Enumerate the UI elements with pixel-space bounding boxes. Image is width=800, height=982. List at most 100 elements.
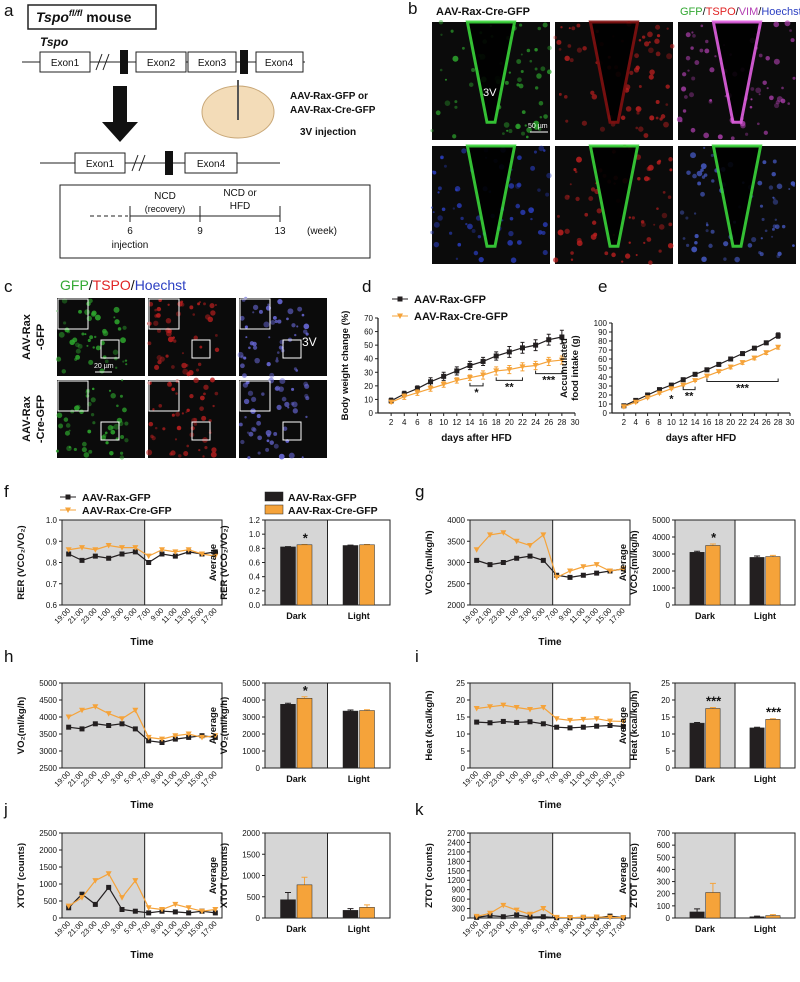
cell [197,362,202,367]
marker [453,377,460,384]
marker [704,367,710,373]
exon-label: Exon3 [198,58,227,69]
row-label: AAV-Rax [21,395,33,442]
marker [620,566,627,572]
cell [768,185,774,190]
cell [518,83,524,89]
cell [251,396,257,402]
marker [775,333,781,339]
dark-phase [265,683,328,768]
cell [203,384,209,390]
y-tick-label: 1200 [447,876,465,885]
cell [266,361,271,367]
series-line [68,873,216,912]
micrograph [57,380,145,458]
marker [727,364,734,371]
cell [437,191,440,194]
x-tick-label: 16 [702,418,711,427]
cell [83,452,90,458]
cell [211,447,217,453]
cell [79,409,84,415]
cell [700,168,704,172]
cell [261,392,265,396]
cell [193,417,198,422]
error-bar [301,696,308,699]
cell [204,446,208,450]
y-axis-label: Accumulated [559,338,570,398]
dark-phase [62,683,145,768]
ventricle [711,144,763,248]
cell [537,26,541,31]
cell [761,217,765,221]
error-bar [347,908,354,911]
cell [625,106,632,112]
cell [435,110,441,116]
cell [666,53,673,60]
cell [432,170,437,175]
cell [438,19,444,25]
marker [185,731,192,737]
y-tick-label: 2500 [447,580,465,589]
cell [691,246,698,253]
y-tick-label: 600 [452,895,466,904]
cell [690,127,696,133]
bar [359,907,375,919]
cell [538,145,545,152]
cell [88,449,93,454]
marker [480,358,486,364]
cell [125,363,128,366]
panel-label: c [4,277,13,296]
cell [631,216,635,220]
x-tick-label: Dark [695,924,716,934]
marker [644,395,651,401]
cell [759,204,764,208]
marker [159,907,165,913]
cell [75,348,81,354]
exon-label: Exon4 [197,159,226,170]
marker [500,560,506,565]
cell [693,212,697,215]
channel-label: GFP/TSPO/VIM/Hoechst [680,6,800,18]
cell [792,76,796,80]
cell [166,330,172,337]
cell [508,129,513,134]
bar [705,892,721,919]
cell [182,368,189,375]
error-bar [301,876,308,885]
cell [790,38,795,43]
cell [685,55,691,61]
inset [57,380,89,412]
cell [667,195,672,199]
cell [297,306,303,312]
cell [439,68,443,72]
marker [513,704,520,711]
channel: TSPO [706,6,736,18]
cell [240,363,245,369]
cell [780,98,786,104]
x-tick-label: Light [348,924,370,934]
cell [455,257,459,261]
cell [214,303,217,307]
significance: * [474,387,479,399]
exon [74,152,126,174]
vector: AAV-Rax-Cre-GFP [290,105,376,116]
marker [513,907,520,914]
marker [567,568,573,574]
cell [682,109,687,113]
marker [527,911,533,918]
x-tick-label: 24 [750,418,759,427]
cell [158,403,163,408]
micrograph [239,298,327,376]
marker [668,386,675,392]
y-tick-label: 90 [598,328,607,337]
cell [122,360,125,363]
cell [659,117,663,121]
cell [246,431,250,434]
cell [510,257,517,263]
y-tick-label: 2000 [242,829,260,838]
cell [501,219,504,222]
ventricle [465,144,517,248]
cell [656,160,661,165]
cell [203,302,206,306]
marker [474,719,480,725]
